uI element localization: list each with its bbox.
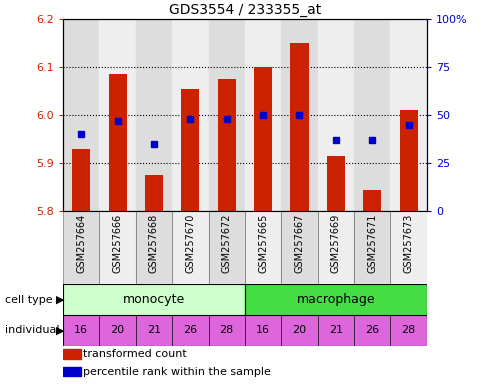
Bar: [244, 211, 281, 284]
Bar: [136, 211, 172, 284]
Bar: [217, 79, 235, 211]
Bar: [390, 315, 426, 346]
Bar: [281, 19, 317, 211]
Text: 20: 20: [110, 325, 124, 335]
Bar: [63, 349, 80, 359]
Bar: [281, 211, 317, 284]
Bar: [353, 211, 390, 284]
Bar: [63, 315, 99, 346]
Text: 28: 28: [219, 325, 233, 335]
Text: cell type: cell type: [5, 295, 52, 305]
Text: GSM257672: GSM257672: [221, 214, 231, 273]
Bar: [254, 67, 272, 211]
Bar: [317, 211, 353, 284]
Bar: [181, 89, 199, 211]
Bar: [390, 211, 426, 284]
Bar: [63, 284, 244, 315]
Title: GDS3554 / 233355_at: GDS3554 / 233355_at: [168, 3, 320, 17]
Bar: [72, 149, 90, 211]
Text: GSM257664: GSM257664: [76, 214, 86, 273]
Text: GSM257671: GSM257671: [366, 214, 377, 273]
Bar: [290, 43, 308, 211]
Text: macrophage: macrophage: [296, 293, 375, 306]
Bar: [172, 19, 208, 211]
Bar: [99, 211, 136, 284]
Bar: [244, 284, 426, 315]
Bar: [145, 175, 163, 211]
Bar: [281, 315, 317, 346]
Bar: [172, 315, 208, 346]
Text: 20: 20: [292, 325, 306, 335]
Bar: [172, 211, 208, 284]
Text: 26: 26: [364, 325, 378, 335]
Bar: [363, 190, 380, 211]
Text: GSM257673: GSM257673: [403, 214, 413, 273]
Bar: [63, 211, 99, 284]
Text: GSM257666: GSM257666: [112, 214, 122, 273]
Text: percentile rank within the sample: percentile rank within the sample: [83, 367, 271, 377]
Text: GSM257667: GSM257667: [294, 214, 304, 273]
Text: monocyte: monocyte: [122, 293, 185, 306]
Bar: [208, 211, 244, 284]
Bar: [353, 19, 390, 211]
Bar: [208, 211, 244, 284]
Bar: [63, 19, 99, 211]
Bar: [281, 211, 317, 284]
Bar: [208, 19, 244, 211]
Bar: [390, 19, 426, 211]
Bar: [63, 211, 99, 284]
Bar: [108, 74, 126, 211]
Text: GSM257668: GSM257668: [149, 214, 159, 273]
Bar: [136, 211, 172, 284]
Bar: [136, 19, 172, 211]
Bar: [172, 211, 208, 284]
Bar: [353, 211, 390, 284]
Bar: [244, 211, 281, 284]
Text: transformed count: transformed count: [83, 349, 187, 359]
Bar: [244, 19, 281, 211]
Bar: [63, 367, 80, 376]
Text: ▶: ▶: [56, 325, 64, 335]
Bar: [317, 315, 353, 346]
Bar: [326, 156, 344, 211]
Text: GSM257669: GSM257669: [330, 214, 340, 273]
Bar: [99, 211, 136, 284]
Bar: [244, 315, 281, 346]
Text: 16: 16: [74, 325, 88, 335]
Bar: [390, 211, 426, 284]
Text: GSM257670: GSM257670: [185, 214, 195, 273]
Bar: [317, 211, 353, 284]
Bar: [208, 315, 244, 346]
Bar: [353, 315, 390, 346]
Bar: [136, 315, 172, 346]
Text: 26: 26: [183, 325, 197, 335]
Bar: [399, 111, 417, 211]
Bar: [99, 19, 136, 211]
Text: 28: 28: [401, 325, 415, 335]
Text: 21: 21: [328, 325, 342, 335]
Bar: [317, 19, 353, 211]
Text: 21: 21: [147, 325, 161, 335]
Bar: [99, 315, 136, 346]
Text: ▶: ▶: [56, 295, 64, 305]
Text: individual: individual: [5, 325, 59, 335]
Text: GSM257665: GSM257665: [257, 214, 268, 273]
Text: 16: 16: [256, 325, 270, 335]
